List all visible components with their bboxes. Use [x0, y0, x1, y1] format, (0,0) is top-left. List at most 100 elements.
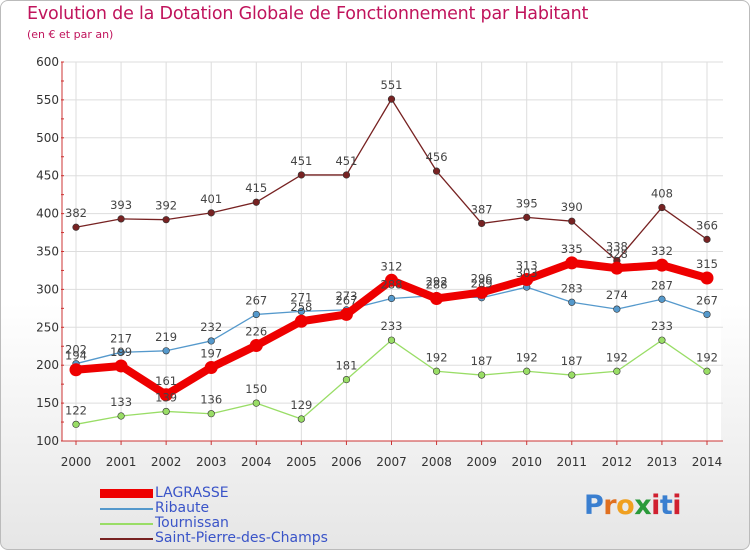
data-label: 395	[516, 196, 538, 210]
data-point	[342, 376, 351, 384]
y-tick-label: 450	[36, 169, 59, 183]
data-label: 315	[696, 257, 718, 271]
logo-letter: r	[603, 490, 617, 521]
data-point	[207, 410, 215, 418]
data-label: 456	[426, 150, 448, 164]
data-point	[69, 363, 83, 377]
x-tick-label: 2001	[106, 455, 137, 469]
data-label: 292	[426, 274, 448, 288]
data-label: 288	[426, 277, 448, 291]
y-tick-label: 500	[36, 131, 59, 145]
data-label: 283	[561, 281, 583, 295]
logo-letter: x	[634, 490, 652, 521]
data-label: 328	[606, 247, 628, 261]
data-label: 197	[200, 346, 222, 360]
legend-swatch	[100, 508, 153, 510]
data-point	[114, 359, 128, 373]
data-label: 408	[651, 187, 673, 201]
data-point	[117, 412, 125, 420]
legend-label: Ribaute	[155, 500, 210, 516]
data-label: 150	[245, 382, 267, 396]
data-label: 202	[65, 343, 87, 357]
data-label: 233	[651, 319, 673, 333]
data-point	[703, 235, 711, 243]
data-point	[162, 407, 170, 416]
series-tournissan	[72, 336, 711, 428]
data-point	[159, 388, 173, 402]
legend-swatch	[100, 489, 153, 498]
data-point	[117, 215, 125, 223]
legend-label: LAGRASSE	[155, 485, 229, 501]
y-tick-label: 150	[36, 396, 59, 410]
data-point	[342, 171, 351, 179]
data-point	[252, 310, 260, 319]
data-label: 387	[471, 202, 493, 216]
data-point	[478, 219, 486, 228]
data-point	[703, 367, 711, 375]
chart-subtitle: (en € et par an)	[27, 28, 114, 41]
legend-swatch	[100, 538, 153, 540]
x-tick-label: 2005	[286, 455, 317, 469]
data-point	[72, 420, 80, 428]
data-label: 129	[290, 398, 312, 412]
logo-letter: i	[651, 490, 660, 521]
data-label: 194	[65, 349, 87, 363]
data-point	[252, 198, 260, 206]
x-tick-label: 2006	[331, 455, 362, 469]
data-label: 267	[335, 293, 357, 307]
logo-letter: i	[672, 490, 682, 521]
data-point	[162, 216, 170, 224]
data-label: 122	[65, 403, 87, 417]
data-point	[387, 336, 396, 344]
x-tick-label: 2009	[466, 455, 497, 469]
data-label: 274	[606, 288, 628, 302]
data-label: 451	[335, 154, 357, 168]
data-point	[207, 337, 215, 345]
data-point	[387, 95, 396, 103]
data-label: 192	[696, 350, 718, 364]
data-point	[565, 256, 579, 270]
data-label: 390	[561, 200, 583, 214]
data-label: 258	[290, 300, 312, 314]
x-tick-label: 2008	[421, 455, 452, 469]
x-tick-label: 2000	[61, 455, 92, 469]
data-point	[658, 203, 666, 212]
data-point	[339, 307, 353, 321]
legend-swatch	[100, 523, 153, 525]
data-label: 451	[290, 154, 312, 168]
data-point	[294, 314, 308, 328]
x-tick-label: 2007	[376, 455, 407, 469]
data-point	[249, 338, 263, 352]
data-label: 338	[606, 240, 628, 254]
data-point	[204, 360, 218, 374]
x-tick-label: 2011	[557, 455, 588, 469]
x-tick-label: 2003	[196, 455, 227, 469]
data-point	[655, 258, 669, 272]
data-point	[297, 415, 305, 423]
data-point	[658, 336, 666, 344]
data-label: 303	[516, 266, 538, 280]
data-point	[387, 294, 396, 303]
data-point	[658, 295, 666, 303]
data-label: 289	[471, 277, 493, 291]
data-label: 192	[516, 350, 538, 364]
logo-letter: t	[659, 490, 673, 521]
y-tick-label: 400	[36, 207, 59, 221]
data-label: 192	[426, 350, 448, 364]
y-tick-label: 100	[36, 434, 59, 448]
data-point	[117, 348, 125, 356]
data-point	[432, 367, 441, 375]
data-point	[703, 310, 711, 319]
data-label: 392	[155, 199, 177, 213]
data-label: 312	[381, 259, 403, 273]
data-point	[520, 273, 534, 287]
series-lagrasse	[69, 256, 714, 402]
x-tick-label: 2013	[647, 455, 678, 469]
data-point	[72, 223, 80, 231]
data-point	[432, 167, 441, 175]
data-point	[478, 371, 486, 379]
y-tick-label: 600	[36, 55, 59, 69]
data-point	[568, 371, 576, 379]
